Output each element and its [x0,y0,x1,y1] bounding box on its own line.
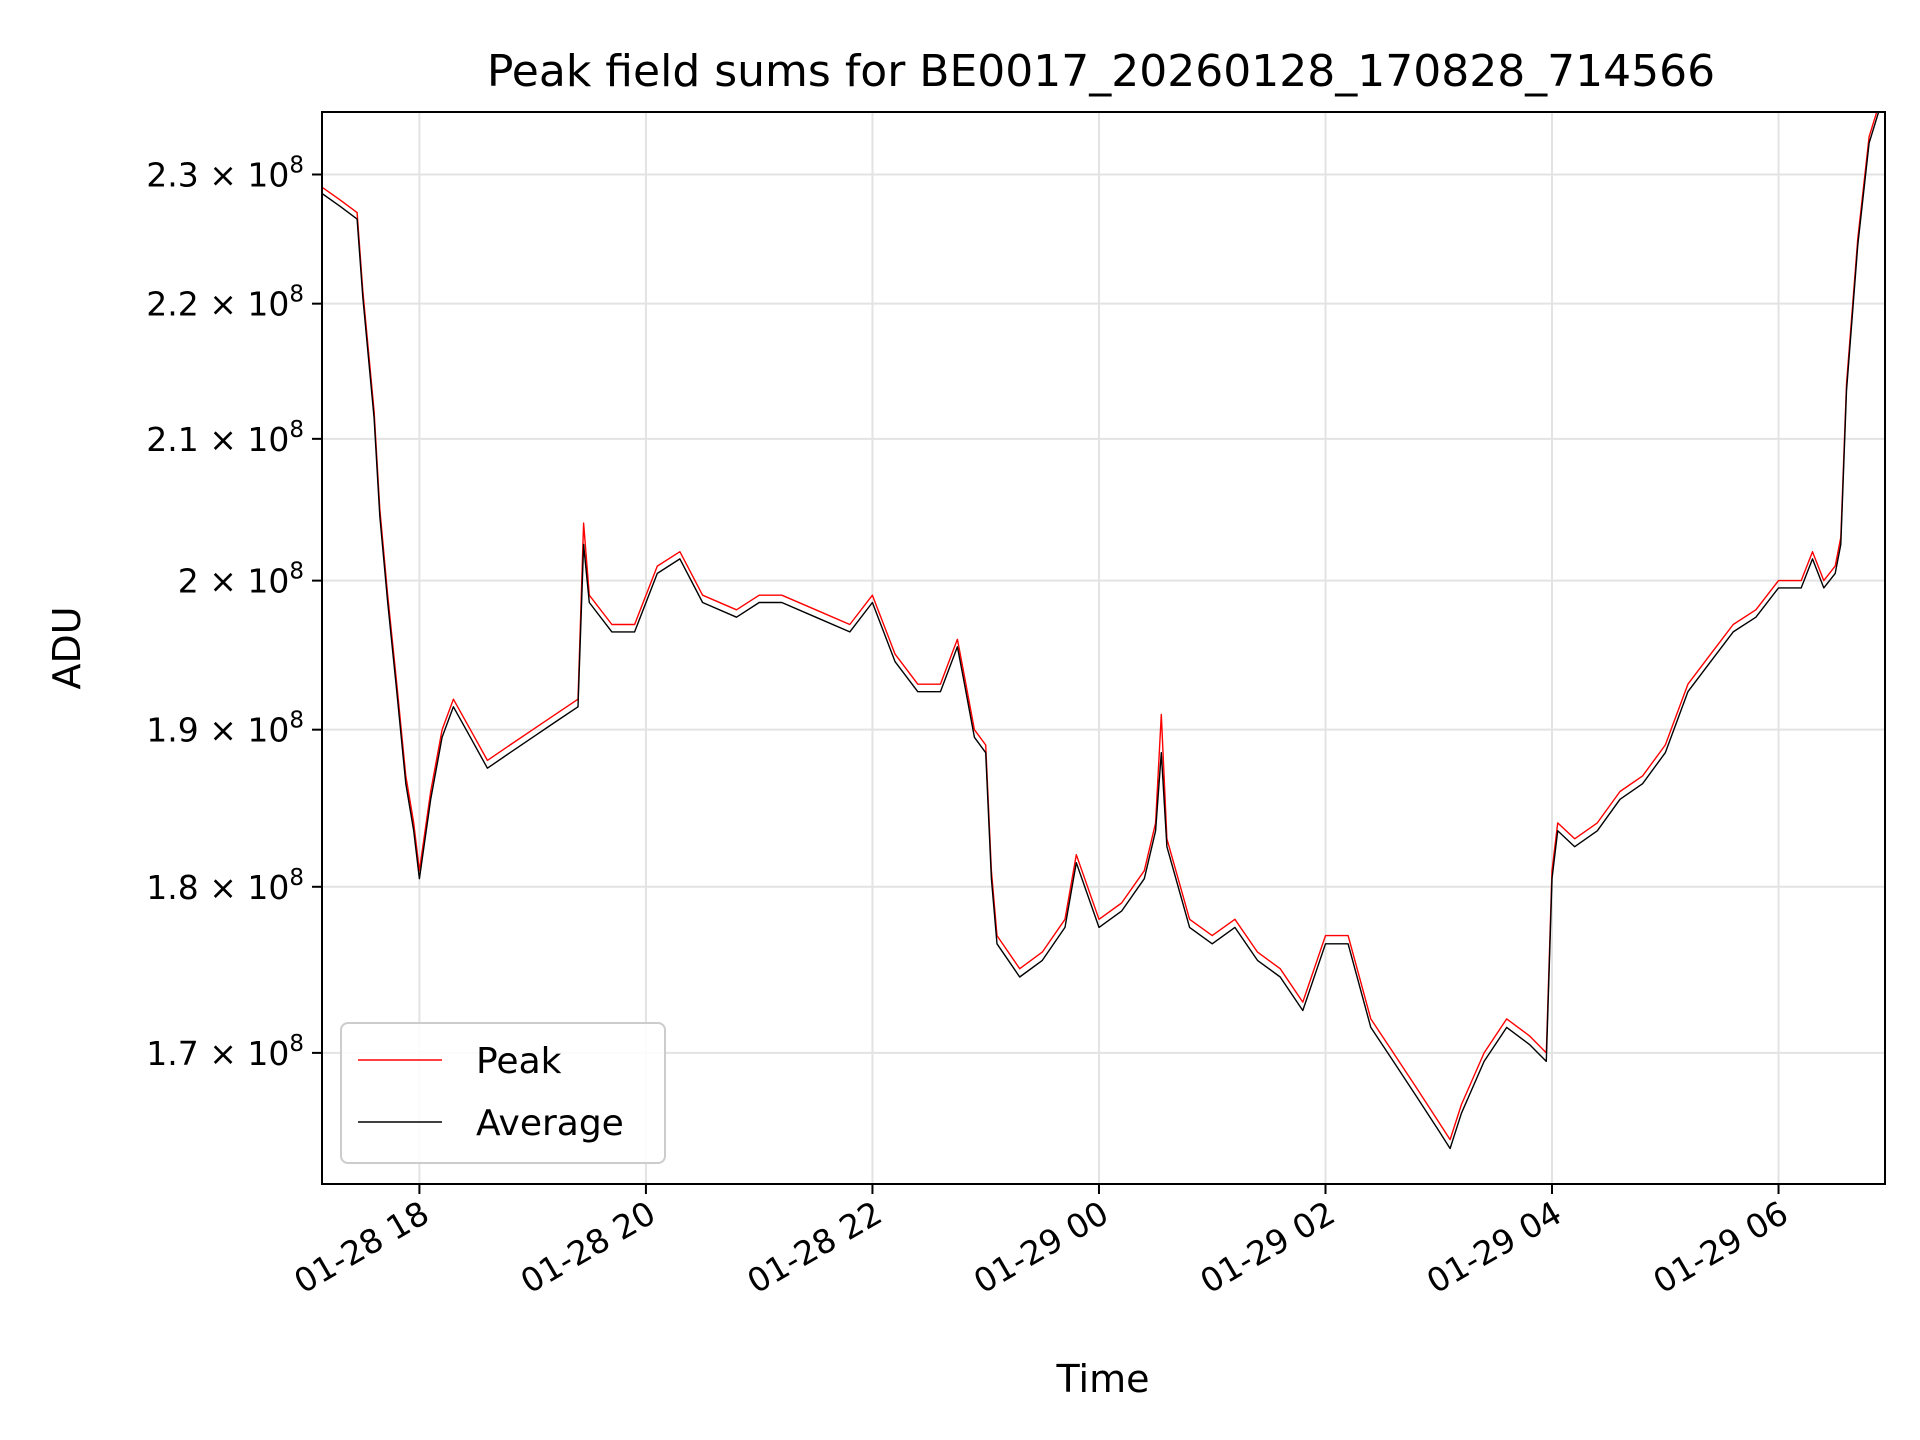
y-tick-label: 2.1 × 108 [146,417,304,459]
chart-title: Peak field sums for BE0017_20260128_1708… [487,46,1715,97]
legend-box [340,1022,666,1164]
y-tick-label: 2 × 108 [178,559,304,601]
legend-label-average: Average [476,1103,624,1144]
legend: Peak Average [340,1022,666,1164]
y-tick-label: 1.7 × 108 [146,1031,304,1073]
series-layer [322,112,1880,1150]
series-line-average [322,112,1880,1150]
y-tick-label: 1.9 × 108 [146,708,304,750]
series-line-peak [322,112,1878,1141]
y-axis-ticks: 1.7 × 108 1.8 × 108 1.9 × 108 2 × 108 2.1 × … [146,152,322,1073]
y-axis-label: ADU [45,606,89,689]
legend-label-peak: Peak [476,1041,562,1082]
y-tick-label: 2.3 × 108 [146,152,304,194]
y-tick-label: 1.8 × 108 [146,865,304,907]
x-axis-label: Time [1056,1357,1150,1401]
y-tick-label: 2.2 × 108 [146,282,304,324]
plot-frame [321,111,1886,1185]
